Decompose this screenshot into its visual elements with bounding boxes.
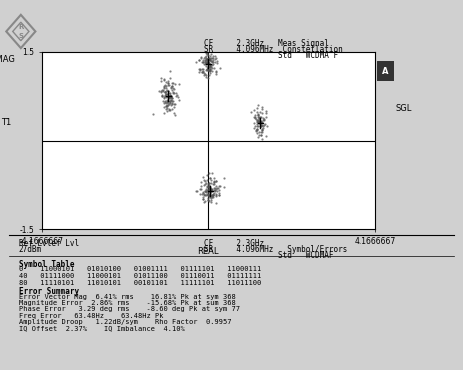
Text: CF     2.3GHz: CF 2.3GHz [204, 239, 264, 248]
Text: 0    11000101   01010100   01001111   01111101   11000111: 0 11000101 01010100 01001111 01111101 11… [19, 266, 261, 272]
X-axis label: REAL: REAL [198, 248, 219, 256]
Text: Ref Lvlef Lvl: Ref Lvlef Lvl [19, 239, 79, 248]
Text: Symbol Table: Symbol Table [19, 260, 74, 269]
Text: Error Vector Mag  6.41% rms    16.81% Pk at sym 368: Error Vector Mag 6.41% rms 16.81% Pk at … [19, 294, 235, 300]
Text: 27dBm: 27dBm [19, 245, 42, 254]
Text: SGL: SGL [396, 104, 412, 112]
Text: IQ Offset  2.37%    IQ Imbalance  4.10%: IQ Offset 2.37% IQ Imbalance 4.10% [19, 325, 184, 331]
Text: Std   WCDMA F: Std WCDMA F [204, 51, 338, 60]
Text: 40   01111000   11000101   01011100   01110011   01111111: 40 01111000 11000101 01011100 01110011 0… [19, 273, 261, 279]
Text: Magnitude Error  2.86% rms    -15.68% Pk at sum 368: Magnitude Error 2.86% rms -15.68% Pk at … [19, 300, 235, 306]
FancyBboxPatch shape [377, 61, 394, 81]
Text: A: A [382, 67, 389, 76]
Text: R: R [18, 24, 24, 30]
Text: Amplitude Droop   1.22dB/sym    Rho Factor  0.9957: Amplitude Droop 1.22dB/sym Rho Factor 0.… [19, 319, 231, 325]
Text: T1: T1 [1, 118, 12, 127]
Text: S: S [19, 33, 23, 39]
Text: Freq Error   63.48Hz    63.48Hz Pk: Freq Error 63.48Hz 63.48Hz Pk [19, 313, 163, 319]
Text: Std   WCDMAF: Std WCDMAF [204, 251, 333, 260]
Text: SR     4.096MHz  Constellation: SR 4.096MHz Constellation [204, 45, 343, 54]
Text: 80   11110101   11010101   00101101   11111101   11011100: 80 11110101 11010101 00101101 11111101 1… [19, 280, 261, 286]
Text: SR     4.096MHz   Symbol/Errors: SR 4.096MHz Symbol/Errors [204, 245, 347, 254]
Y-axis label: IMAG: IMAG [0, 56, 15, 64]
Text: Phase Error   3.29 deg rms    -8.60 deg Pk at sym 77: Phase Error 3.29 deg rms -8.60 deg Pk at… [19, 306, 239, 312]
Text: CF     2.3GHz   Meas Signal: CF 2.3GHz Meas Signal [204, 39, 329, 48]
Text: Error Summary: Error Summary [19, 287, 79, 296]
